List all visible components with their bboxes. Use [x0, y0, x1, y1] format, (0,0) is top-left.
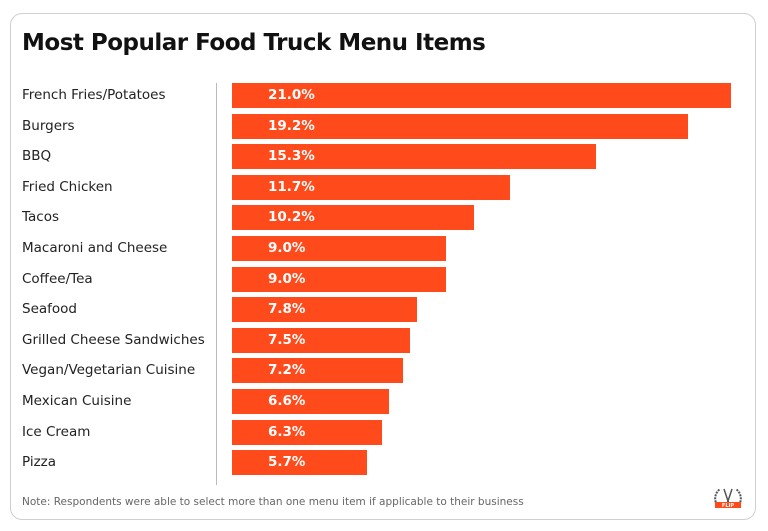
- category-label: Mexican Cuisine: [22, 393, 132, 409]
- bar-value-label: 5.7%: [268, 454, 306, 471]
- bar: [232, 389, 389, 414]
- logo-text: FLIP: [722, 503, 734, 509]
- bar: [232, 297, 418, 323]
- bar-value-label: 15.3%: [268, 148, 315, 165]
- bar-value-label: 6.6%: [268, 393, 306, 409]
- bar-value-label: 21.0%: [268, 87, 315, 103]
- footnote: Note: Respondents were able to select mo…: [22, 496, 524, 508]
- chart-card: [10, 13, 756, 520]
- chart-title: Most Popular Food Truck Menu Items: [22, 30, 486, 56]
- bar: [232, 236, 446, 261]
- bar-value-label: 6.3%: [268, 423, 306, 440]
- category-label: Burgers: [22, 117, 75, 134]
- bar-value-label: 19.2%: [268, 117, 315, 134]
- bar: [232, 113, 689, 139]
- category-label: Macaroni and Cheese: [22, 240, 168, 256]
- bar-value-label: 9.0%: [268, 240, 306, 256]
- bar-value-label: 10.2%: [268, 209, 315, 226]
- category-label: French Fries/Potatoes: [22, 87, 166, 103]
- category-label: Coffee/Tea: [22, 270, 93, 287]
- bar: [232, 358, 404, 384]
- bar-value-label: 7.8%: [268, 301, 306, 318]
- category-label: BBQ: [22, 148, 52, 165]
- flip-logo-icon: FLIP: [714, 488, 742, 509]
- category-label: Tacos: [22, 209, 59, 226]
- bar-value-label: 11.7%: [268, 178, 315, 195]
- category-label: Grilled Cheese Sandwiches: [22, 331, 205, 348]
- bar: [232, 83, 731, 108]
- category-label: Seafood: [22, 301, 77, 318]
- bar: [232, 266, 446, 292]
- bar: [232, 327, 411, 353]
- bar: [232, 419, 382, 445]
- category-label: Vegan/Vegetarian Cuisine: [22, 362, 196, 379]
- category-label: Fried Chicken: [22, 178, 113, 195]
- bar: [232, 450, 368, 476]
- bar-value-label: 7.2%: [268, 362, 306, 379]
- axis-divider: [216, 83, 217, 485]
- bar: [232, 174, 510, 200]
- category-label: Pizza: [22, 454, 57, 471]
- bar: [232, 144, 596, 170]
- bar: [232, 205, 475, 231]
- bar-value-label: 7.5%: [268, 331, 306, 348]
- bar-value-label: 9.0%: [268, 270, 306, 287]
- category-label: Ice Cream: [22, 423, 91, 440]
